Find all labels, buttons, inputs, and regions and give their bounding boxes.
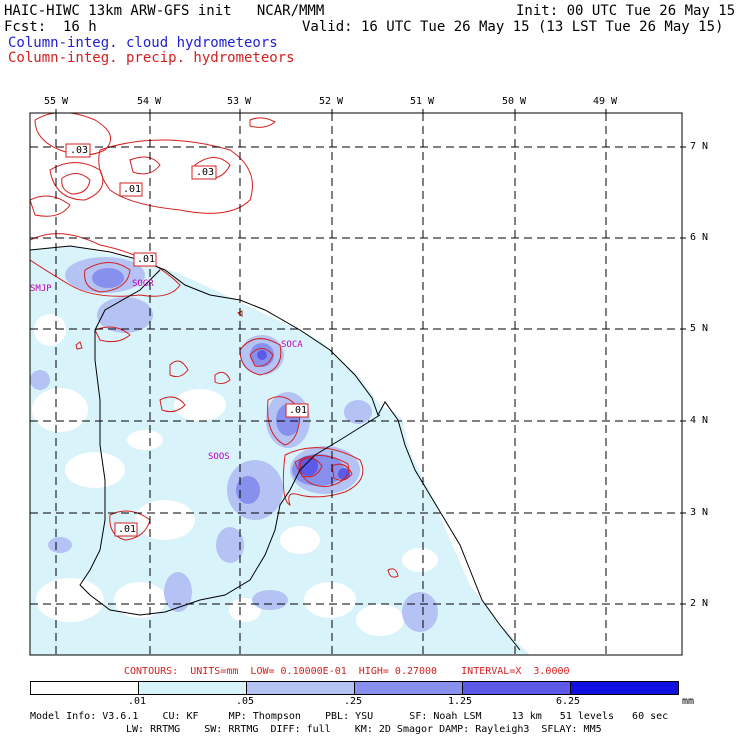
lat-label: 5 N (690, 323, 709, 334)
valid-time: Valid: 16 UTC Tue 26 May 15 (13 LST Tue … (302, 19, 724, 35)
lon-label: 50 W (502, 96, 527, 107)
contour-label: .01 (289, 405, 308, 416)
lat-label: 7 N (690, 141, 709, 152)
lat-label: 2 N (690, 598, 709, 609)
colorbar-tick: .01 (128, 696, 147, 707)
contour-label: .01 (137, 254, 156, 265)
forecast-hour: Fcst: 16 h (4, 19, 97, 35)
lon-label: 55 W (44, 96, 69, 107)
colorbar-segment (354, 681, 463, 695)
lat-label: 3 N (690, 507, 709, 518)
lon-label: 54 W (137, 96, 162, 107)
station-label: SMJP (30, 284, 52, 294)
graticule (30, 113, 682, 655)
precip-field-label: Column-integ. precip. hydrometeors (8, 50, 295, 66)
colorbar-tick: 6.25 (556, 696, 581, 707)
colorbar-segment (30, 681, 139, 695)
cloud-shading-darkest (257, 350, 350, 480)
cloud-field-label: Column-integ. cloud hydrometeors (8, 35, 278, 51)
colorbar-segment (138, 681, 247, 695)
colorbar-segment (246, 681, 355, 695)
model-info-line1: Model Info: V3.6.1 CU: KF MP: Thompson P… (30, 711, 669, 722)
cloud-shading-light (30, 246, 530, 655)
coastline (30, 245, 521, 651)
contour-label: .03 (70, 145, 89, 156)
station-label: SOCA (281, 340, 303, 350)
model-info-line2: LW: RRTMG SW: RRTMG DIFF: full KM: 2D Sm… (126, 724, 602, 735)
contour-value-boxes (65, 143, 309, 537)
station-label: SOGR (132, 279, 154, 289)
colorbar-units: mm (682, 696, 695, 707)
colorbar-tick: 1.25 (448, 696, 473, 707)
lat-label: 6 N (690, 232, 709, 243)
plot-title: HAIC-HIWC 13km ARW-GFS init NCAR/MMM (4, 3, 325, 19)
contour-label: .01 (123, 184, 142, 195)
contour-label: .03 (196, 167, 215, 178)
lon-label: 51 W (410, 96, 435, 107)
lat-label: 4 N (690, 415, 709, 426)
station-label: SOOS (208, 452, 230, 462)
colorbar-tick: .25 (344, 696, 363, 707)
map-frame (29, 112, 683, 656)
cloud-shading-white-gaps (32, 314, 438, 636)
lon-label: 52 W (319, 96, 344, 107)
init-time: Init: 00 UTC Tue 26 May 15 (516, 3, 736, 19)
lon-label: 53 W (227, 96, 252, 107)
tick-marks (55, 109, 686, 605)
contours-info: CONTOURS: UNITS=mm LOW= 0.10000E-01 HIGH… (124, 666, 570, 677)
lon-label: 49 W (593, 96, 618, 107)
contour-label: .01 (118, 524, 137, 535)
colorbar-segment (570, 681, 679, 695)
colorbar-tick: .05 (236, 696, 255, 707)
colorbar-segment (462, 681, 571, 695)
